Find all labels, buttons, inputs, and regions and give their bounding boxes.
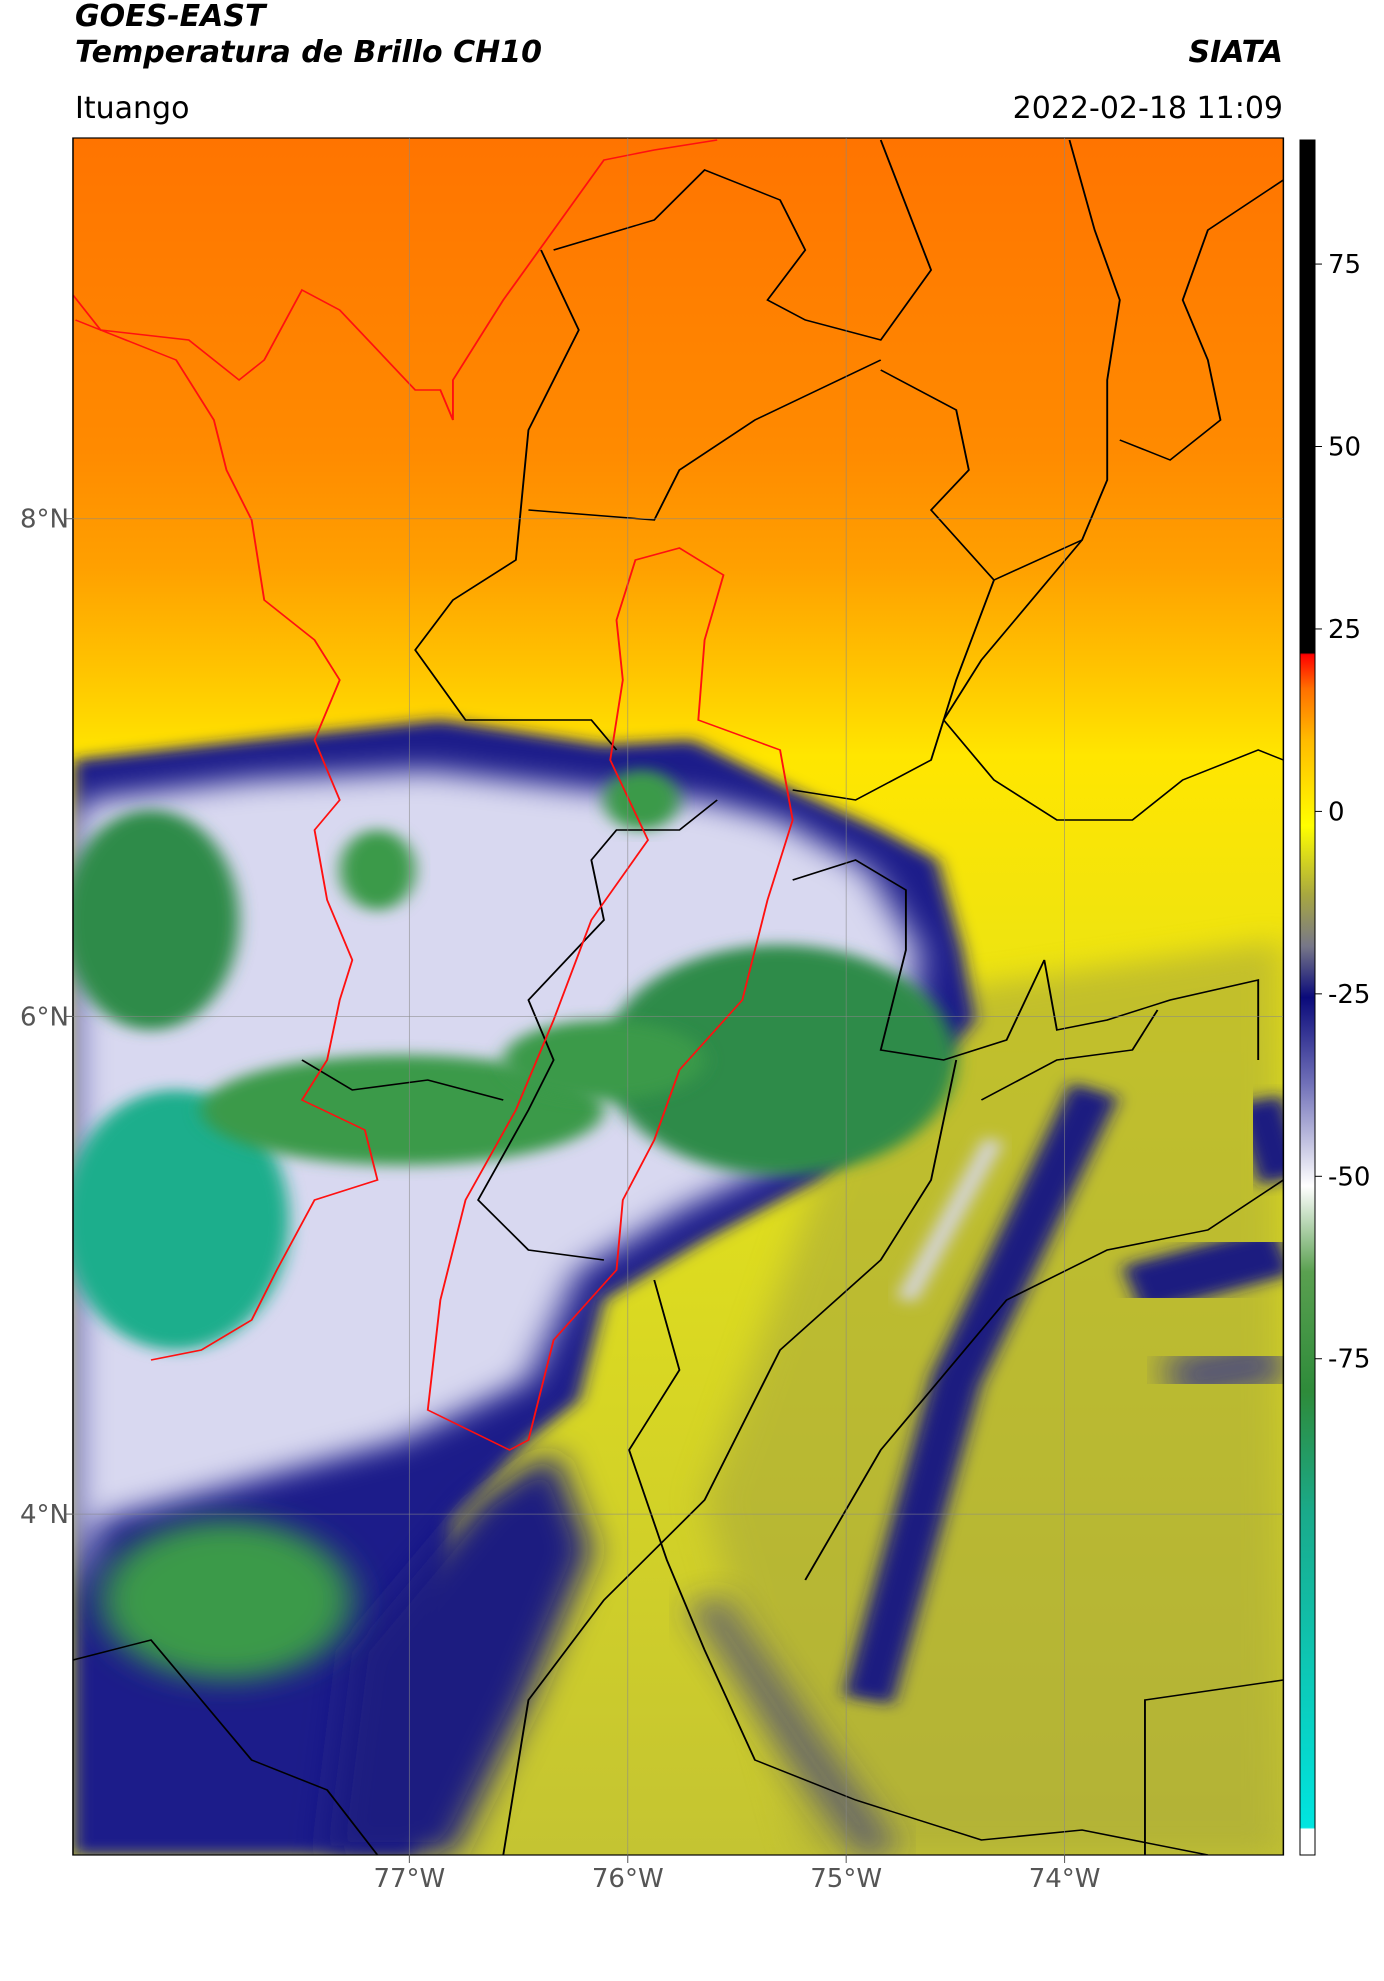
- colorbar-tick-label: 25: [1328, 615, 1361, 645]
- y-tick-label: 8°N: [20, 505, 69, 535]
- colorbar-tick-label: -75: [1328, 1345, 1370, 1375]
- x-tick-label: 76°W: [592, 1864, 664, 1894]
- x-tick-label: 74°W: [1029, 1864, 1101, 1894]
- x-tick-label: 75°W: [810, 1864, 882, 1894]
- colorbar-tick-label: -50: [1328, 1162, 1370, 1192]
- colorbar: [1299, 139, 1316, 1856]
- map-image: [72, 137, 1285, 1856]
- x-tick-label: 77°W: [373, 1864, 445, 1894]
- y-tick-label: 6°N: [20, 1002, 69, 1032]
- subtitle: Temperatura de Brillo CH10: [75, 35, 542, 70]
- brand: SIATA: [1189, 35, 1283, 70]
- y-tick-label: 4°N: [20, 1500, 69, 1530]
- graticule: [65, 138, 1283, 1863]
- colorbar-tick-label: 50: [1328, 433, 1361, 463]
- colorbar-tick-label: 75: [1328, 250, 1361, 280]
- title: GOES-EAST: [75, 0, 268, 34]
- location: Ituango: [75, 91, 189, 126]
- colorbar-tick-label: 0: [1328, 797, 1345, 827]
- datetime: 2022-02-18 11:09: [1013, 91, 1283, 126]
- colorbar-tick-label: -25: [1328, 980, 1370, 1010]
